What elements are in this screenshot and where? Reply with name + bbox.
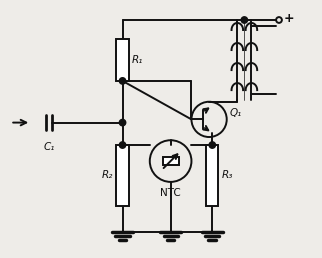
Bar: [117, 145, 128, 206]
Bar: [206, 145, 218, 206]
Text: R₁: R₁: [131, 55, 143, 65]
Circle shape: [119, 119, 126, 126]
Circle shape: [209, 142, 215, 148]
Text: Q₁: Q₁: [229, 108, 242, 118]
Text: +: +: [283, 12, 294, 25]
Text: C₁: C₁: [43, 142, 54, 152]
Circle shape: [119, 142, 126, 148]
Bar: [163, 157, 179, 165]
Circle shape: [241, 17, 248, 23]
Text: R₂: R₂: [102, 171, 114, 181]
Text: NTC: NTC: [160, 188, 181, 198]
Bar: [117, 39, 128, 81]
Circle shape: [119, 78, 126, 84]
Text: R₃: R₃: [221, 171, 233, 181]
